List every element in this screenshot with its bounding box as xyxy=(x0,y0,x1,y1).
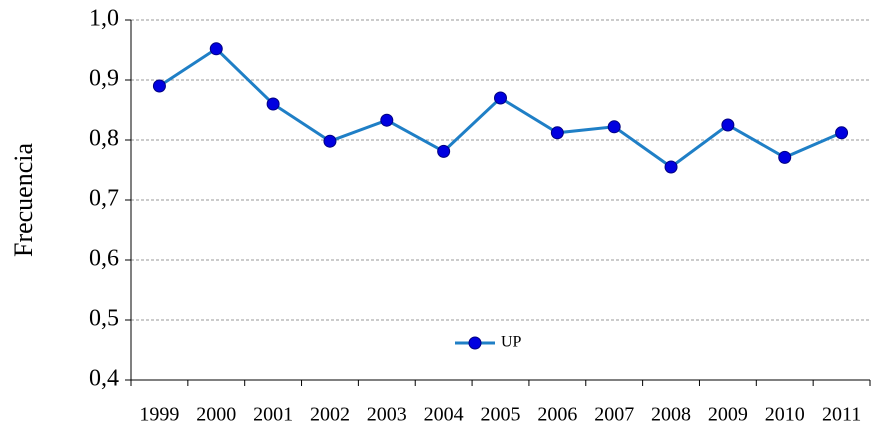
x-tick-label: 2006 xyxy=(537,404,577,426)
x-tick-label: 2002 xyxy=(310,404,350,426)
x-tick-label: 2010 xyxy=(765,404,805,426)
data-point xyxy=(835,126,849,140)
data-point xyxy=(721,118,735,132)
data-point xyxy=(437,144,451,158)
data-point xyxy=(607,120,621,134)
y-tick-label: 0,9 xyxy=(89,66,119,92)
y-tick-label: 1,0 xyxy=(89,6,119,32)
x-tick-label: 2004 xyxy=(424,404,464,426)
x-tick-label: 2011 xyxy=(822,404,861,426)
data-point xyxy=(380,113,394,127)
data-point xyxy=(152,79,166,93)
y-tick-label: 0,4 xyxy=(89,366,119,392)
y-axis-title: Frecuencia xyxy=(9,143,38,258)
legend-marker xyxy=(468,336,482,350)
y-tick-label: 0,5 xyxy=(89,306,119,332)
data-point xyxy=(266,97,280,111)
data-point xyxy=(323,134,337,148)
data-point xyxy=(494,91,507,105)
x-tick-label: 2007 xyxy=(594,404,634,426)
x-tick-label: 2001 xyxy=(253,404,293,426)
series-line xyxy=(158,46,843,169)
x-tick-label: 2005 xyxy=(481,404,521,426)
legend-label: UP xyxy=(501,334,522,351)
x-tick-label: 2008 xyxy=(651,404,691,426)
data-point xyxy=(778,150,792,164)
x-tick-label: 2003 xyxy=(367,404,407,426)
x-tick-label: 1999 xyxy=(139,404,179,426)
y-tick-label: 0,6 xyxy=(89,246,119,272)
data-point xyxy=(550,126,564,140)
x-tick-label: 2000 xyxy=(196,404,236,426)
data-point xyxy=(209,42,223,56)
x-tick-label: 2009 xyxy=(708,404,748,426)
y-tick-label: 0,7 xyxy=(89,186,119,212)
data-point xyxy=(664,160,678,174)
y-tick-label: 0,8 xyxy=(89,126,119,152)
